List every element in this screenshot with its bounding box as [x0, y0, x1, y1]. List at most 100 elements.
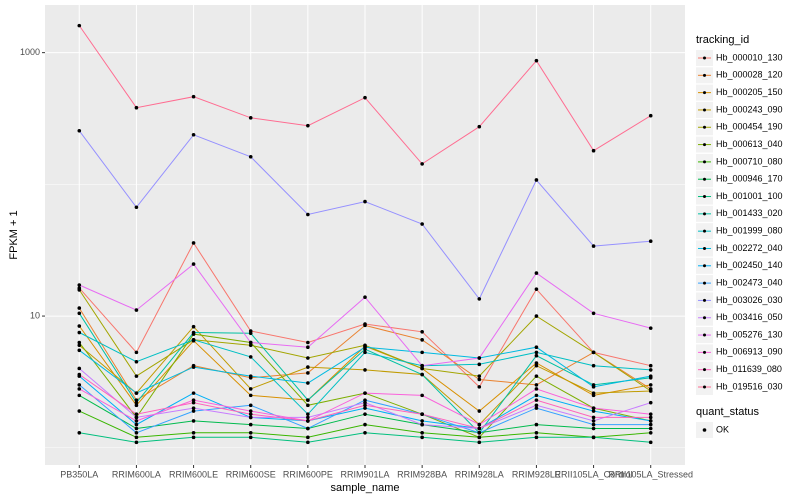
data-point: [191, 132, 196, 137]
data-point: [420, 363, 424, 368]
data-point: [191, 435, 196, 440]
data-point: [648, 422, 653, 427]
data-point: [534, 383, 539, 387]
data-point: [477, 356, 482, 360]
data-point: [477, 362, 482, 367]
legend-label: Hb_000454_190: [716, 122, 783, 132]
data-point: [191, 400, 196, 405]
data-point: [591, 406, 596, 410]
data-point: [534, 398, 539, 402]
data-point: [591, 311, 596, 316]
legend-swatch: [703, 143, 706, 147]
data-point: [534, 387, 539, 391]
data-point: [534, 374, 539, 378]
data-point: [134, 350, 139, 355]
legend-label: Hb_000946_170: [716, 174, 783, 184]
data-point: [591, 422, 596, 427]
legend-label: Hb_019516_030: [716, 381, 783, 391]
data-point: [77, 23, 82, 28]
data-point: [248, 340, 253, 345]
legend-swatch: [703, 73, 706, 77]
data-point: [534, 406, 539, 410]
data-point: [648, 326, 653, 330]
data-point: [77, 288, 82, 292]
data-point: [191, 262, 196, 266]
data-point: [134, 374, 139, 378]
legend-label: Hb_000205_150: [716, 87, 783, 97]
data-point: [420, 372, 424, 377]
legend-label: Hb_000243_090: [716, 104, 783, 114]
data-point: [248, 116, 253, 120]
data-point: [191, 391, 196, 395]
legend-swatch: [703, 108, 706, 112]
x-tick-label: RRIM928BA: [397, 469, 447, 479]
data-point: [534, 393, 539, 398]
legend-swatch: [703, 385, 706, 389]
data-point: [534, 178, 539, 182]
data-point: [134, 391, 139, 395]
data-point: [477, 297, 482, 301]
data-point: [648, 113, 653, 118]
legend-swatch: [703, 368, 706, 372]
legend-title: quant_status: [696, 406, 759, 418]
data-point: [191, 330, 196, 335]
x-tick-label: RRIM928LA: [455, 469, 504, 479]
data-point: [248, 403, 253, 408]
data-point: [477, 377, 482, 382]
data-point: [306, 365, 310, 369]
legend-label: Hb_000010_130: [716, 52, 783, 62]
data-point: [77, 340, 82, 345]
data-point: [534, 353, 539, 358]
data-point: [477, 422, 482, 427]
data-point: [77, 330, 82, 335]
x-tick-label: RRIM600LE: [169, 469, 218, 479]
data-point: [306, 440, 310, 445]
data-point: [248, 415, 253, 420]
data-point: [77, 283, 82, 287]
legend-label: Hb_001001_100: [716, 191, 783, 201]
data-point: [248, 435, 253, 440]
legend-label: Hb_005276_130: [716, 329, 783, 339]
data-point: [77, 372, 82, 377]
legend-swatch: [703, 298, 706, 302]
data-point: [648, 363, 653, 368]
data-point: [77, 324, 82, 328]
data-point: [591, 385, 596, 389]
legend-swatch: [703, 246, 706, 250]
legend-swatch: [703, 350, 706, 354]
data-point: [306, 340, 310, 345]
legend-label: Hb_000613_040: [716, 139, 783, 149]
data-point: [534, 271, 539, 275]
data-point: [477, 385, 482, 389]
data-point: [306, 403, 310, 408]
data-point: [248, 343, 253, 348]
legend-swatch: [703, 264, 706, 268]
x-axis-title: sample_name: [330, 482, 399, 494]
x-tick-label: RRIM600PE: [283, 469, 333, 479]
data-point: [306, 371, 310, 375]
data-point: [77, 430, 82, 435]
data-point: [248, 430, 253, 435]
legend-label: Hb_011639_080: [716, 364, 782, 374]
data-point: [534, 403, 539, 408]
legend-label: Hb_002450_140: [716, 260, 783, 270]
data-point: [191, 398, 196, 402]
data-point: [648, 440, 653, 445]
data-point: [363, 400, 367, 405]
legend-label: Hb_003026_030: [716, 295, 783, 305]
x-tick-label: RRIM901LA: [340, 469, 389, 479]
data-point: [306, 419, 310, 423]
data-point: [477, 409, 482, 413]
data-point: [77, 387, 82, 391]
legend-swatch: [703, 91, 706, 95]
data-point: [248, 422, 253, 427]
data-point: [77, 129, 82, 133]
legend-swatch: [703, 125, 706, 129]
legend-swatch: [703, 56, 706, 60]
data-point: [134, 359, 139, 364]
data-point: [534, 350, 539, 355]
data-point: [477, 374, 482, 378]
data-point: [363, 391, 367, 395]
data-point: [591, 426, 596, 431]
legend-swatch: [703, 316, 706, 320]
